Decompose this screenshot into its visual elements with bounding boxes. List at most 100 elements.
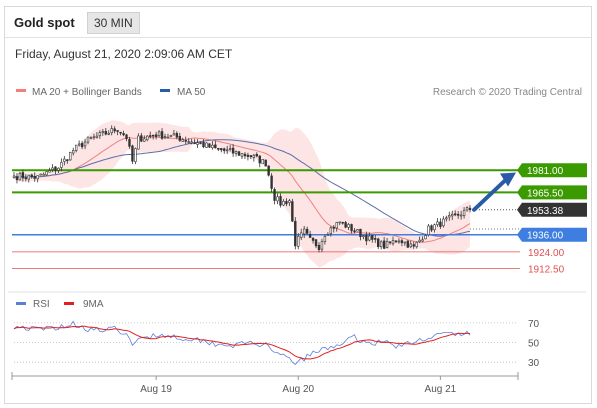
rsi-ma-line — [13, 325, 471, 360]
candle — [305, 226, 309, 235]
candle-body — [317, 244, 321, 250]
candle — [252, 153, 256, 162]
candle — [223, 147, 226, 154]
candle — [199, 141, 202, 145]
candle-body — [267, 165, 270, 176]
candle — [451, 210, 454, 220]
candle — [131, 144, 134, 164]
candle-body — [329, 227, 333, 234]
candle-body — [104, 131, 107, 135]
ma50-line — [13, 139, 471, 237]
candle — [453, 210, 457, 217]
candle — [418, 236, 421, 244]
candle — [214, 140, 217, 149]
candle — [86, 136, 90, 145]
candle — [110, 125, 113, 136]
resistance-level-label: 1981.00 — [527, 166, 564, 177]
candle-body — [196, 142, 199, 145]
widget-header: Gold spot 30 MIN — [5, 7, 591, 38]
candle-body — [451, 213, 454, 217]
candle — [72, 147, 75, 156]
legend-swatch-ma20 — [16, 89, 26, 92]
candle — [297, 233, 300, 250]
candle — [394, 240, 398, 243]
candle-body — [297, 236, 300, 247]
candle — [246, 152, 250, 161]
candle-body — [140, 135, 143, 142]
candle-body — [368, 235, 371, 241]
candle — [122, 130, 125, 137]
candle — [57, 167, 60, 174]
candle-body — [465, 207, 469, 211]
candle — [243, 152, 247, 159]
candle-body — [436, 221, 439, 225]
candle-body — [397, 240, 401, 243]
candle-body — [211, 144, 214, 149]
candle-body — [42, 173, 45, 176]
last-price-label: 1953.38 — [527, 206, 564, 217]
candle — [181, 137, 184, 142]
candle — [211, 141, 214, 150]
candle-body — [24, 177, 28, 180]
candle-body — [377, 238, 380, 248]
candle — [448, 211, 451, 221]
candle — [335, 221, 338, 232]
candle-body — [137, 135, 140, 150]
candle-body — [98, 132, 102, 137]
candle-body — [288, 200, 291, 204]
candle — [220, 148, 223, 153]
candle — [400, 238, 404, 247]
candle — [33, 172, 36, 182]
instrument-title: Gold spot — [14, 15, 75, 30]
candle — [320, 238, 324, 253]
candle — [157, 130, 161, 138]
candle — [415, 241, 418, 249]
candle-body — [95, 135, 99, 138]
candle — [237, 150, 241, 156]
candle — [175, 131, 179, 140]
candle-body — [249, 155, 253, 157]
candle — [143, 135, 146, 142]
candle — [300, 228, 303, 241]
rsi-tick-label: 70 — [528, 319, 540, 330]
candle — [365, 231, 368, 246]
date-label: Friday, August 21, 2020 2:09:06 AM CET — [15, 47, 233, 61]
candle-body — [72, 150, 75, 154]
candle-body — [193, 142, 196, 145]
candle-body — [338, 221, 341, 224]
candle-body — [459, 214, 463, 217]
candle-body — [418, 239, 421, 243]
candle — [350, 223, 353, 234]
candle-body — [66, 159, 69, 162]
candle — [125, 133, 128, 142]
candle — [48, 167, 51, 173]
candle-body — [415, 242, 418, 248]
candle — [273, 187, 276, 205]
candle — [104, 127, 107, 136]
candle-body — [36, 175, 39, 180]
candle-body — [439, 221, 442, 227]
resistance-level-label: 1965.50 — [527, 188, 564, 199]
candle — [442, 216, 445, 228]
candle-body — [231, 147, 235, 154]
candle-body — [424, 235, 427, 240]
candle-body — [403, 241, 407, 244]
candle — [424, 234, 427, 240]
candle — [332, 225, 335, 233]
timeframe-badge[interactable]: 30 MIN — [87, 12, 140, 34]
candle — [98, 130, 102, 139]
candle — [261, 159, 264, 165]
candle — [459, 210, 463, 220]
candle-body — [371, 235, 374, 240]
support-level-label: 1924.00 — [528, 248, 565, 259]
candle — [140, 132, 143, 143]
candle — [240, 153, 244, 160]
candle-body — [374, 238, 377, 240]
resistance-level-label-bg — [517, 185, 587, 200]
candle-body — [285, 201, 288, 205]
candle-body — [92, 136, 96, 139]
candle — [302, 225, 306, 239]
candle — [69, 151, 72, 161]
candle-body — [276, 196, 279, 202]
candle — [217, 148, 220, 151]
